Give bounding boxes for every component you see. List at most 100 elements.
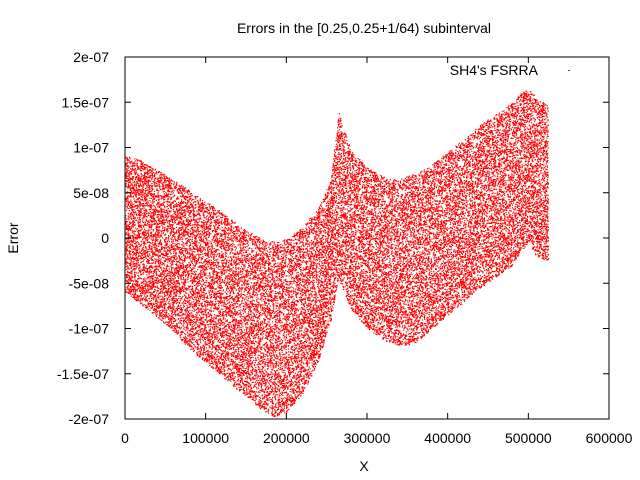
data-point xyxy=(164,312,165,313)
data-point xyxy=(139,208,140,209)
data-point xyxy=(167,324,168,325)
data-point xyxy=(171,291,172,292)
data-point xyxy=(170,259,171,260)
data-point xyxy=(163,316,164,317)
data-point xyxy=(142,291,143,292)
data-point xyxy=(163,263,164,264)
data-point xyxy=(167,211,168,212)
data-point xyxy=(150,181,151,182)
data-point xyxy=(158,317,159,318)
data-point xyxy=(166,218,167,219)
data-point xyxy=(153,273,154,274)
data-point xyxy=(130,214,131,215)
data-point xyxy=(135,184,136,185)
data-point xyxy=(140,293,141,294)
data-point xyxy=(165,318,166,319)
data-point xyxy=(161,235,162,236)
data-point xyxy=(160,310,161,311)
data-point xyxy=(142,188,143,189)
data-point xyxy=(139,287,140,288)
data-point xyxy=(166,279,167,280)
data-point xyxy=(140,233,141,234)
data-point xyxy=(144,232,145,233)
data-point xyxy=(158,298,159,299)
data-point xyxy=(148,221,149,222)
data-point xyxy=(156,267,157,268)
data-point xyxy=(133,195,134,196)
data-point xyxy=(144,215,145,216)
data-point xyxy=(141,296,142,297)
data-point xyxy=(145,305,146,306)
data-point xyxy=(166,310,167,311)
data-point xyxy=(132,221,133,222)
data-point xyxy=(149,222,150,223)
data-point xyxy=(147,253,148,254)
data-point xyxy=(151,222,152,223)
data-point xyxy=(145,253,146,254)
data-point xyxy=(141,278,142,279)
data-point xyxy=(126,210,127,211)
data-point xyxy=(155,266,156,267)
data-point xyxy=(135,234,136,235)
data-point xyxy=(138,189,139,190)
data-point xyxy=(171,272,172,273)
data-point xyxy=(157,240,158,241)
data-point xyxy=(132,231,133,232)
data-point xyxy=(155,277,156,278)
data-point xyxy=(148,289,149,290)
data-point xyxy=(151,212,152,213)
data-point xyxy=(152,294,153,295)
data-point xyxy=(128,231,129,232)
data-point xyxy=(150,209,151,210)
data-point xyxy=(140,203,141,204)
data-point xyxy=(155,247,156,248)
data-point xyxy=(146,187,147,188)
data-point xyxy=(166,324,167,325)
data-point xyxy=(128,233,129,234)
data-point xyxy=(151,292,152,293)
data-point xyxy=(144,244,145,245)
data-point xyxy=(156,186,157,187)
data-point xyxy=(163,283,164,284)
data-point xyxy=(162,283,163,284)
data-point xyxy=(168,284,169,285)
data-point xyxy=(132,277,133,278)
data-point xyxy=(128,285,129,286)
data-point xyxy=(163,203,164,204)
data-point xyxy=(130,190,131,191)
data-point xyxy=(156,310,157,311)
data-point xyxy=(141,227,142,228)
data-point xyxy=(148,232,149,233)
data-point xyxy=(168,297,169,298)
data-point xyxy=(165,282,166,283)
data-point xyxy=(147,223,148,224)
data-point xyxy=(144,291,145,292)
data-point xyxy=(128,245,129,246)
data-point xyxy=(127,274,128,275)
data-point xyxy=(133,251,134,252)
data-point xyxy=(151,300,152,301)
data-point xyxy=(138,242,139,243)
data-point xyxy=(166,193,167,194)
data-point xyxy=(159,188,160,189)
data-point xyxy=(143,231,144,232)
data-point xyxy=(127,256,128,257)
data-point xyxy=(145,188,146,189)
data-point xyxy=(144,208,145,209)
data-point xyxy=(170,327,171,328)
data-point xyxy=(172,327,173,328)
data-point xyxy=(157,212,158,213)
data-point xyxy=(131,279,132,280)
data-point xyxy=(170,250,171,251)
data-point xyxy=(159,271,160,272)
data-point xyxy=(143,247,144,248)
data-point xyxy=(130,193,131,194)
data-point xyxy=(171,217,172,218)
data-point xyxy=(158,196,159,197)
data-point xyxy=(126,269,127,270)
data-point xyxy=(167,256,168,257)
data-point xyxy=(127,181,128,182)
data-point xyxy=(165,295,166,296)
data-point xyxy=(131,261,132,262)
